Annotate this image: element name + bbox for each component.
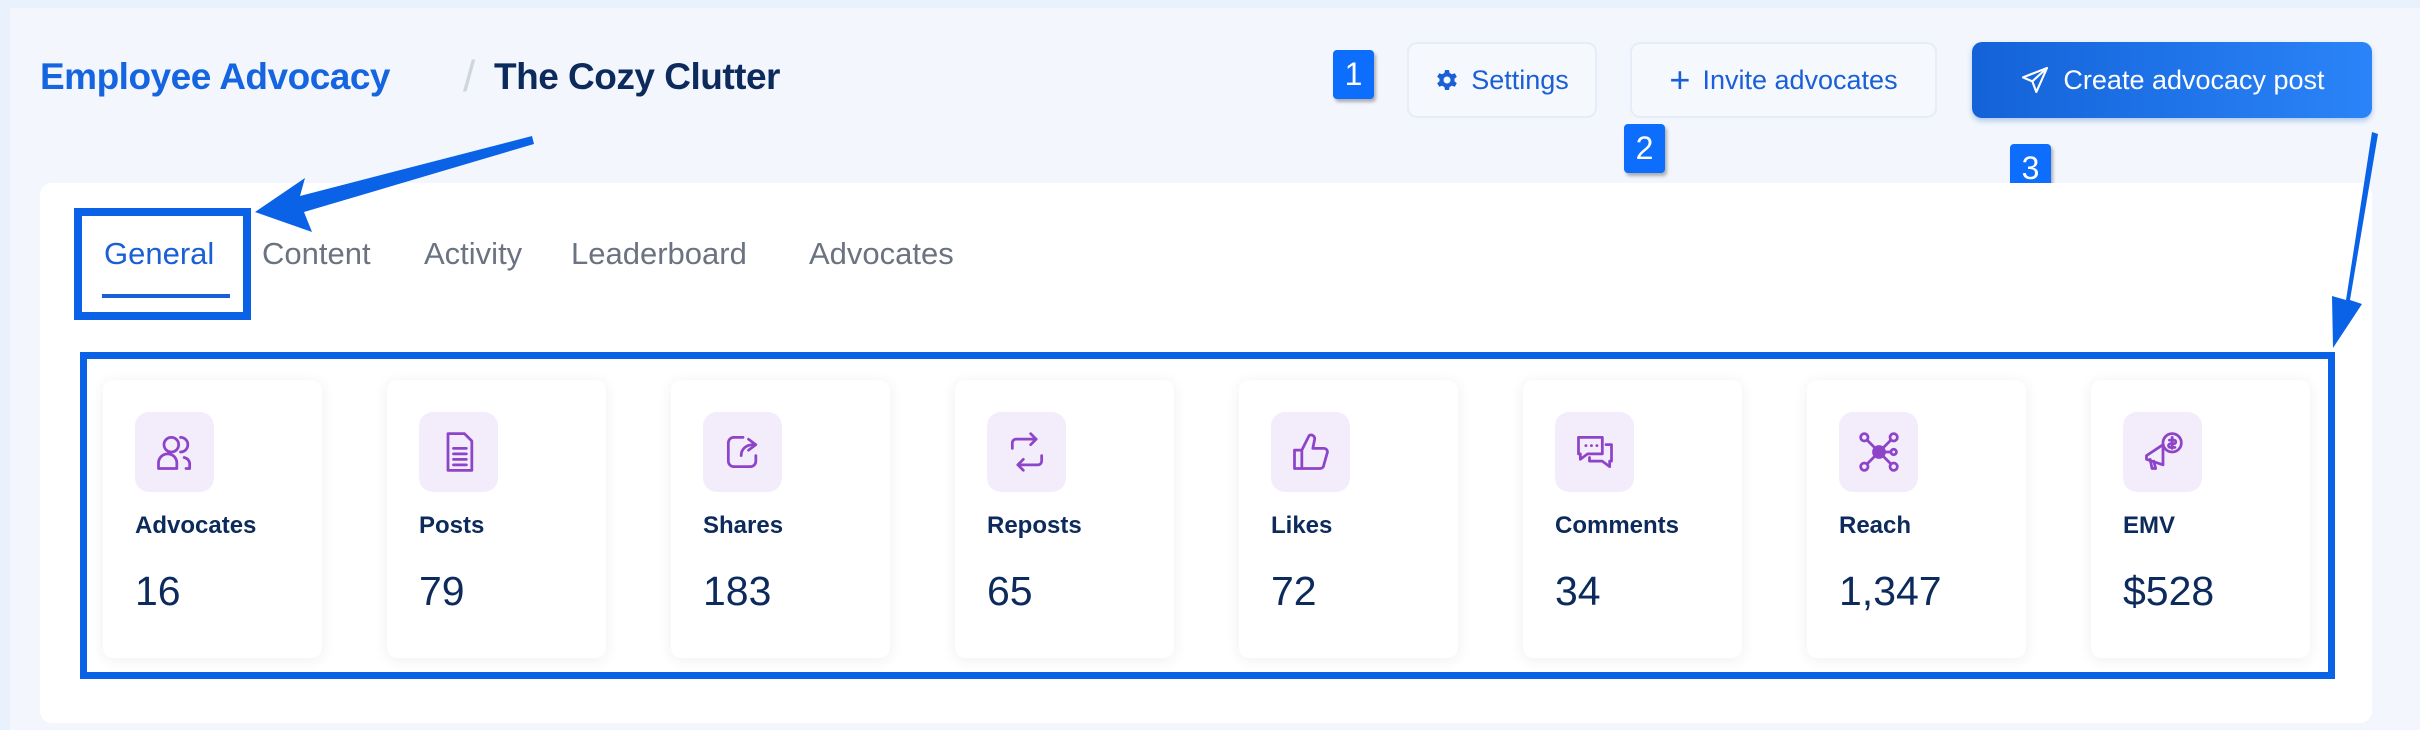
- stat-label: Posts: [419, 512, 485, 539]
- breadcrumb-root[interactable]: Employee Advocacy: [40, 56, 391, 97]
- create-advocacy-post-button[interactable]: Create advocacy post: [1972, 42, 2372, 118]
- stat-value: 72: [1271, 568, 1317, 614]
- tab-content[interactable]: Content: [262, 236, 371, 271]
- stat-icon-box: [2123, 412, 2202, 492]
- stat-icon-box: [1271, 412, 1350, 492]
- annotation-badge-2: 2: [1624, 124, 1665, 173]
- stat-card-emv: EMV $528: [2091, 380, 2310, 658]
- comments-icon: [1576, 435, 1613, 469]
- tab-advocates[interactable]: Advocates: [809, 236, 954, 271]
- stat-value: 183: [703, 568, 772, 614]
- megaphone-dollar-icon: [2144, 432, 2183, 470]
- stat-card-reposts: Reposts 65: [955, 380, 1174, 658]
- settings-label: Settings: [1471, 64, 1569, 95]
- breadcrumb-separator: /: [463, 52, 476, 101]
- stat-label: Advocates: [135, 512, 257, 539]
- stat-card-reach: Reach 1,347: [1807, 380, 2026, 658]
- create-label: Create advocacy post: [2063, 64, 2325, 95]
- annotation-badge-1: 1: [1333, 50, 1374, 99]
- plus-icon: +: [1669, 59, 1691, 100]
- stat-card-advocates: Advocates 16: [103, 380, 322, 658]
- stat-label: Reach: [1839, 512, 1912, 539]
- annotation-highlight-stats: [80, 352, 2335, 679]
- invite-advocates-button[interactable]: + Invite advocates: [1630, 42, 1937, 118]
- stat-icon-box: [703, 412, 782, 492]
- thumbs-up-icon: [1292, 433, 1329, 470]
- stat-icon-box: [987, 412, 1066, 492]
- stat-value: 34: [1555, 568, 1601, 614]
- stat-value: $528: [2123, 568, 2215, 614]
- stat-label: EMV: [2123, 512, 2176, 539]
- stat-card-comments: Comments 34: [1523, 380, 1742, 658]
- settings-button[interactable]: Settings: [1407, 42, 1597, 118]
- active-tab-underline: [102, 294, 230, 298]
- share-icon: [726, 435, 757, 469]
- repost-icon: [1010, 432, 1043, 472]
- stat-icon-box: [135, 412, 214, 492]
- stat-card-shares: Shares 183: [671, 380, 890, 658]
- stat-card-posts: Posts 79: [387, 380, 606, 658]
- stat-label: Comments: [1555, 512, 1680, 539]
- send-icon: [2022, 66, 2049, 94]
- users-icon: [156, 435, 191, 470]
- arrow-to-stats: [2332, 132, 2378, 348]
- annotation-highlight-tab: [74, 208, 251, 320]
- document-icon: [446, 432, 473, 472]
- stat-value: 1,347: [1839, 568, 1942, 614]
- arrow-to-tabs: [255, 136, 534, 232]
- stat-label: Shares: [703, 512, 784, 539]
- stat-icon-box: [1555, 412, 1634, 492]
- stat-icon-box: [419, 412, 498, 492]
- stat-label: Reposts: [987, 512, 1082, 539]
- page-title: The Cozy Clutter: [494, 56, 780, 97]
- network-icon: [1858, 432, 1899, 472]
- stat-value: 65: [987, 568, 1033, 614]
- gear-icon: [1437, 70, 1458, 90]
- stat-value: 16: [135, 568, 181, 614]
- tab-general[interactable]: General: [104, 236, 215, 271]
- tab-leaderboard[interactable]: Leaderboard: [571, 236, 747, 271]
- stat-icon-box: [1839, 412, 1918, 492]
- tab-activity[interactable]: Activity: [424, 236, 523, 271]
- stat-value: 79: [419, 568, 465, 614]
- stat-label: Likes: [1271, 512, 1333, 539]
- stat-card-likes: Likes 72: [1239, 380, 1458, 658]
- invite-label: Invite advocates: [1702, 64, 1898, 95]
